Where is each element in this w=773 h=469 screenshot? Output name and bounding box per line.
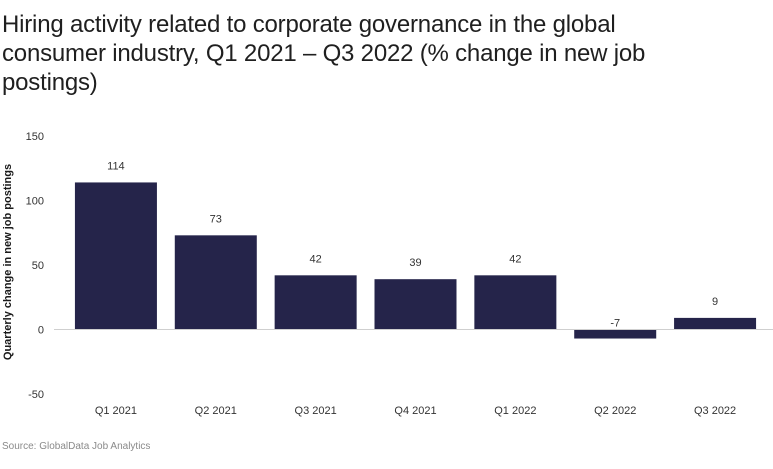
- source-note: Source: GlobalData Job Analytics: [2, 441, 151, 452]
- bar: [474, 275, 557, 330]
- bar-series: [74, 182, 757, 339]
- y-axis-title: Quarterly change in new job postings: [2, 164, 14, 360]
- x-tick-label: Q4 2021: [394, 405, 436, 417]
- chart-title: Hiring activity related to corporate gov…: [2, 11, 646, 96]
- data-label: 114: [107, 160, 125, 172]
- data-label: 9: [712, 296, 718, 308]
- bar: [74, 182, 157, 330]
- bar: [674, 317, 757, 330]
- bar: [374, 279, 457, 330]
- data-label: 42: [310, 253, 322, 265]
- bar: [174, 235, 257, 330]
- data-label: 39: [409, 257, 421, 269]
- x-tick-label: Q3 2021: [295, 405, 337, 417]
- data-labels: 114 73 42 39 42 -7 9: [107, 160, 718, 329]
- y-tick-label: 0: [38, 325, 44, 337]
- x-tick-label: Q1 2022: [494, 405, 536, 417]
- y-tick-label: 50: [32, 260, 44, 272]
- y-tick-label: 100: [26, 196, 44, 208]
- bar: [574, 329, 657, 339]
- x-tick-label: Q2 2022: [594, 405, 636, 417]
- x-tick-label: Q2 2021: [195, 405, 237, 417]
- y-axis-ticks: -50 0 50 100 150: [26, 131, 44, 401]
- bar: [274, 275, 357, 330]
- x-tick-label: Q3 2022: [694, 405, 736, 417]
- data-label: -7: [610, 318, 620, 330]
- x-axis-ticks: Q1 2021 Q2 2021 Q3 2021 Q4 2021 Q1 2022 Q2 20…: [95, 405, 736, 417]
- data-label: 42: [509, 253, 521, 265]
- y-tick-label: -50: [28, 389, 44, 401]
- data-label: 73: [210, 213, 222, 225]
- x-tick-label: Q1 2021: [95, 405, 137, 417]
- y-tick-label: 150: [26, 131, 44, 143]
- y-axis-title-group: Quarterly change in new job postings: [2, 164, 14, 360]
